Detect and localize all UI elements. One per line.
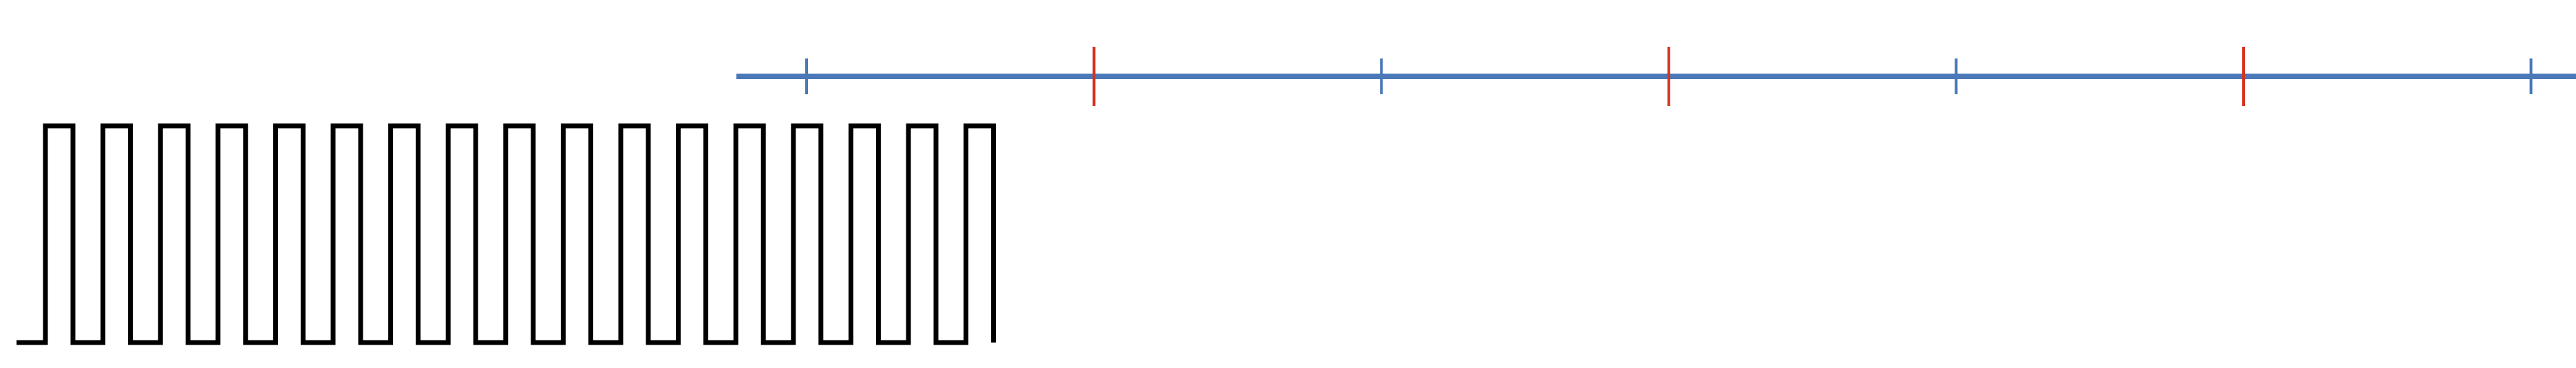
square-wave-signal — [17, 123, 997, 345]
timeline-ticks — [805, 47, 2533, 106]
